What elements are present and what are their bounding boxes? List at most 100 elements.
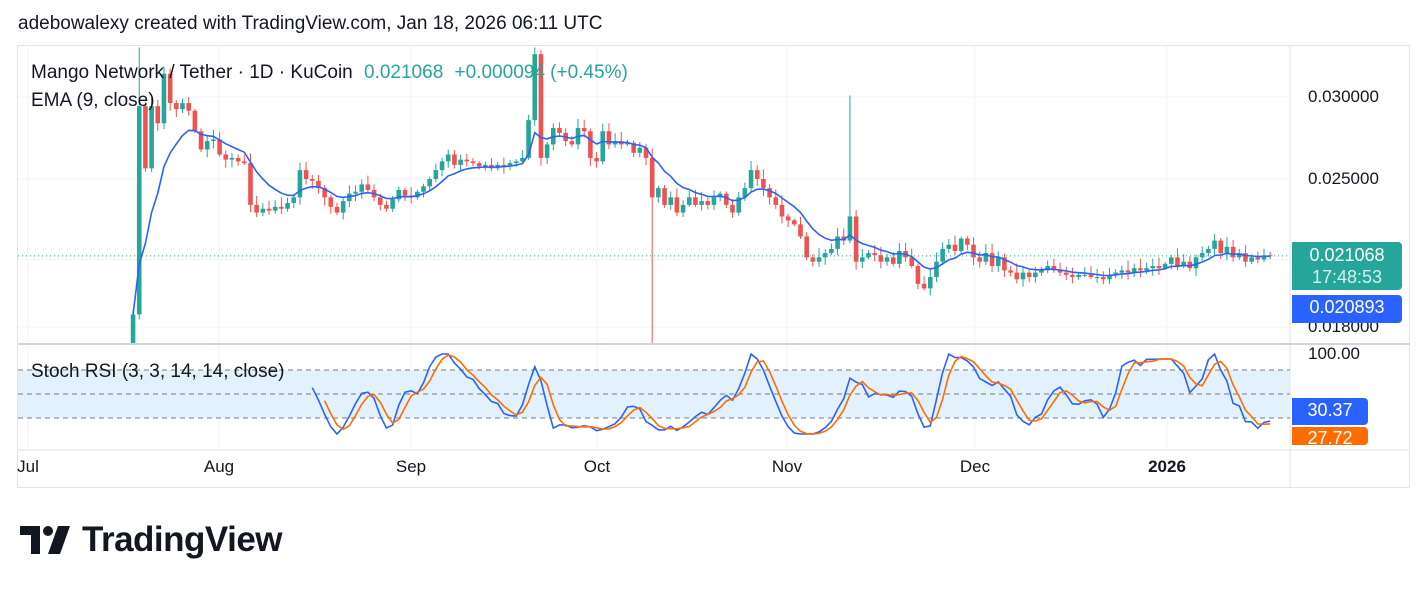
chart-frame[interactable] (17, 45, 1410, 488)
stoch-rsi-legend[interactable]: Stoch RSI (3, 3, 14, 14, close) (31, 361, 285, 382)
candle-body (1243, 253, 1248, 262)
candle-body (1125, 270, 1131, 273)
k-value-badge: 30.37 (1292, 398, 1368, 425)
candle-body (1002, 257, 1007, 271)
candle-body (1026, 272, 1032, 278)
candle-body (730, 204, 735, 213)
candle-body (909, 257, 915, 267)
candle-body (946, 244, 952, 249)
candle-body (792, 220, 797, 225)
ema-legend[interactable]: EMA (9, close) (31, 90, 155, 111)
candle-body (761, 179, 766, 189)
candle-body (1144, 268, 1149, 271)
candle-body (211, 139, 216, 142)
tradingview-logo[interactable]: TradingView (20, 520, 283, 560)
candle-body (1008, 270, 1013, 273)
candle-body (835, 236, 840, 249)
candle-body (1039, 270, 1044, 273)
time-tick: Aug (203, 457, 235, 476)
time-tick: Nov (771, 457, 803, 476)
candle-body (656, 188, 661, 198)
candle-body (1033, 272, 1038, 278)
candle-body (476, 163, 482, 167)
candle-body (927, 277, 933, 289)
candle-body (322, 188, 327, 198)
candle-body (649, 157, 655, 198)
time-tick: 2026 (1148, 457, 1186, 476)
candle-body (538, 54, 544, 158)
candle-body (915, 266, 921, 284)
candle-body (1236, 253, 1242, 258)
candle-body (1193, 257, 1199, 269)
candle-body (433, 170, 439, 179)
stoch-k-line (311, 352, 1271, 436)
ema-line (132, 129, 1271, 315)
candle-body (631, 142, 636, 153)
logo-text: TradingView (82, 520, 283, 559)
candle-body (1088, 274, 1094, 278)
candle-body (1070, 274, 1075, 278)
time-tick: Oct (583, 457, 611, 476)
candle-body (501, 164, 507, 167)
candle-body (513, 161, 519, 164)
stoch-band (18, 370, 1290, 418)
candle-body (1212, 240, 1217, 249)
candle-body (452, 154, 457, 165)
candle-body (680, 204, 686, 213)
candle-body (965, 238, 970, 245)
candle-body (445, 154, 451, 162)
candle-body (748, 170, 754, 189)
ema-value-badge: 0.020893 (1292, 295, 1402, 323)
bar-countdown: 17:48:53 (1311, 267, 1383, 287)
candle-body (686, 197, 692, 205)
candle-body (155, 106, 161, 124)
candle-body (136, 106, 142, 315)
last-price-badge: 0.021068 17:48:53 (1292, 242, 1402, 290)
candle-body (458, 159, 463, 165)
candle-body (724, 193, 729, 205)
candle-body (174, 103, 179, 110)
candle-body (396, 189, 402, 200)
candle-body (266, 208, 272, 211)
candle-body (415, 191, 420, 198)
candle-body (272, 206, 278, 211)
candle-body (544, 144, 550, 158)
candle-body (309, 179, 315, 181)
candle-body (866, 253, 871, 258)
candle-body (1045, 266, 1050, 271)
candle-body (439, 161, 445, 171)
symbol-title[interactable]: Mango Network / Tether · 1D · KuCoin (31, 62, 353, 83)
candle-body (798, 224, 803, 237)
candle-body (1199, 253, 1205, 258)
candle-body (470, 161, 476, 164)
candle-body (180, 103, 185, 110)
candle-body (334, 206, 340, 213)
candle-body (1014, 272, 1020, 280)
candle-body (390, 199, 395, 209)
candle-body (1082, 274, 1088, 276)
candle-body (483, 164, 488, 167)
d-value-badge: 27.72 (1292, 427, 1368, 445)
candle-body (248, 163, 253, 205)
candle-body (303, 170, 309, 179)
candle-body (872, 253, 877, 256)
candle-body (377, 197, 383, 205)
candle-body (699, 201, 704, 205)
candle-body (588, 131, 593, 158)
candle-body (693, 197, 698, 205)
candle-body (822, 253, 828, 258)
candle-body (884, 257, 890, 262)
candle-body (810, 257, 816, 262)
candle-body (1138, 268, 1143, 271)
candle-body (853, 216, 859, 262)
candle-body (600, 131, 606, 162)
candle-body (1181, 261, 1186, 267)
candle-body (1175, 257, 1180, 267)
candle-body (1094, 277, 1100, 279)
candle-body (625, 142, 630, 145)
candle-body (767, 188, 772, 198)
candle-body (1051, 266, 1057, 271)
candle-body (532, 54, 538, 121)
candle-body (285, 203, 290, 209)
